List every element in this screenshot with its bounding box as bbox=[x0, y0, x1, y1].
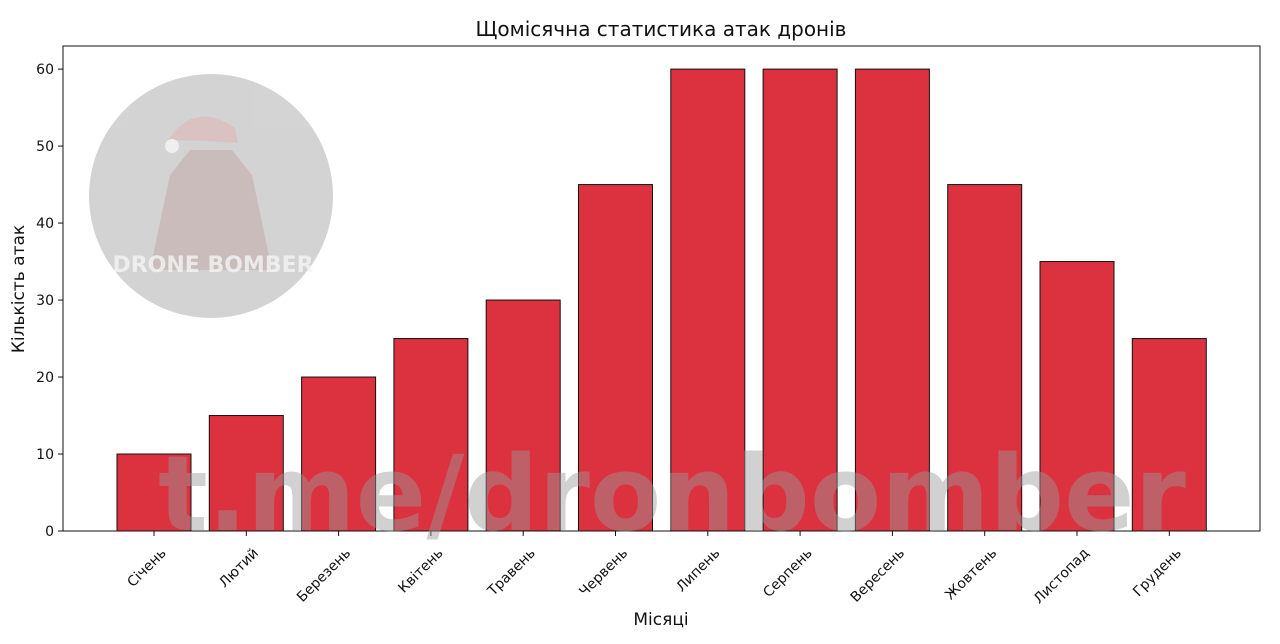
bar bbox=[670, 68, 746, 532]
drone-bomber-logo: DRONE BOMBER bbox=[89, 74, 333, 318]
logo-circle bbox=[89, 74, 333, 318]
logo-figure bbox=[150, 150, 272, 270]
chart-title: Щомісячна статистика атак дронів bbox=[476, 17, 847, 41]
bar bbox=[947, 184, 1023, 532]
y-tick-label: 10 bbox=[36, 447, 54, 463]
logo-text: DRONE BOMBER bbox=[112, 253, 313, 278]
y-tick-label: 0 bbox=[45, 524, 54, 540]
bar bbox=[208, 415, 284, 532]
y-tick-label: 30 bbox=[36, 293, 54, 309]
bar bbox=[116, 453, 192, 532]
bar bbox=[301, 376, 377, 532]
y-axis-ticks: 0 10 20 30 40 50 60 bbox=[36, 62, 63, 540]
y-axis-label: Кількість атак bbox=[9, 225, 29, 353]
watermark-text: t.me/dronbomber bbox=[158, 433, 1186, 555]
logo-hat bbox=[168, 116, 238, 143]
y-tick-label: 20 bbox=[36, 370, 54, 386]
bar bbox=[1131, 338, 1207, 532]
bar-series bbox=[116, 68, 1207, 532]
bar bbox=[854, 68, 930, 532]
x-axis-label: Місяці bbox=[633, 610, 688, 630]
y-tick-label: 50 bbox=[36, 139, 54, 155]
bar bbox=[485, 299, 561, 532]
bar bbox=[1039, 261, 1115, 532]
logo-hat-pompom bbox=[165, 139, 179, 153]
y-tick-label: 60 bbox=[36, 62, 54, 78]
bar bbox=[578, 184, 653, 532]
y-tick-label: 40 bbox=[36, 216, 54, 232]
bar bbox=[762, 68, 838, 532]
